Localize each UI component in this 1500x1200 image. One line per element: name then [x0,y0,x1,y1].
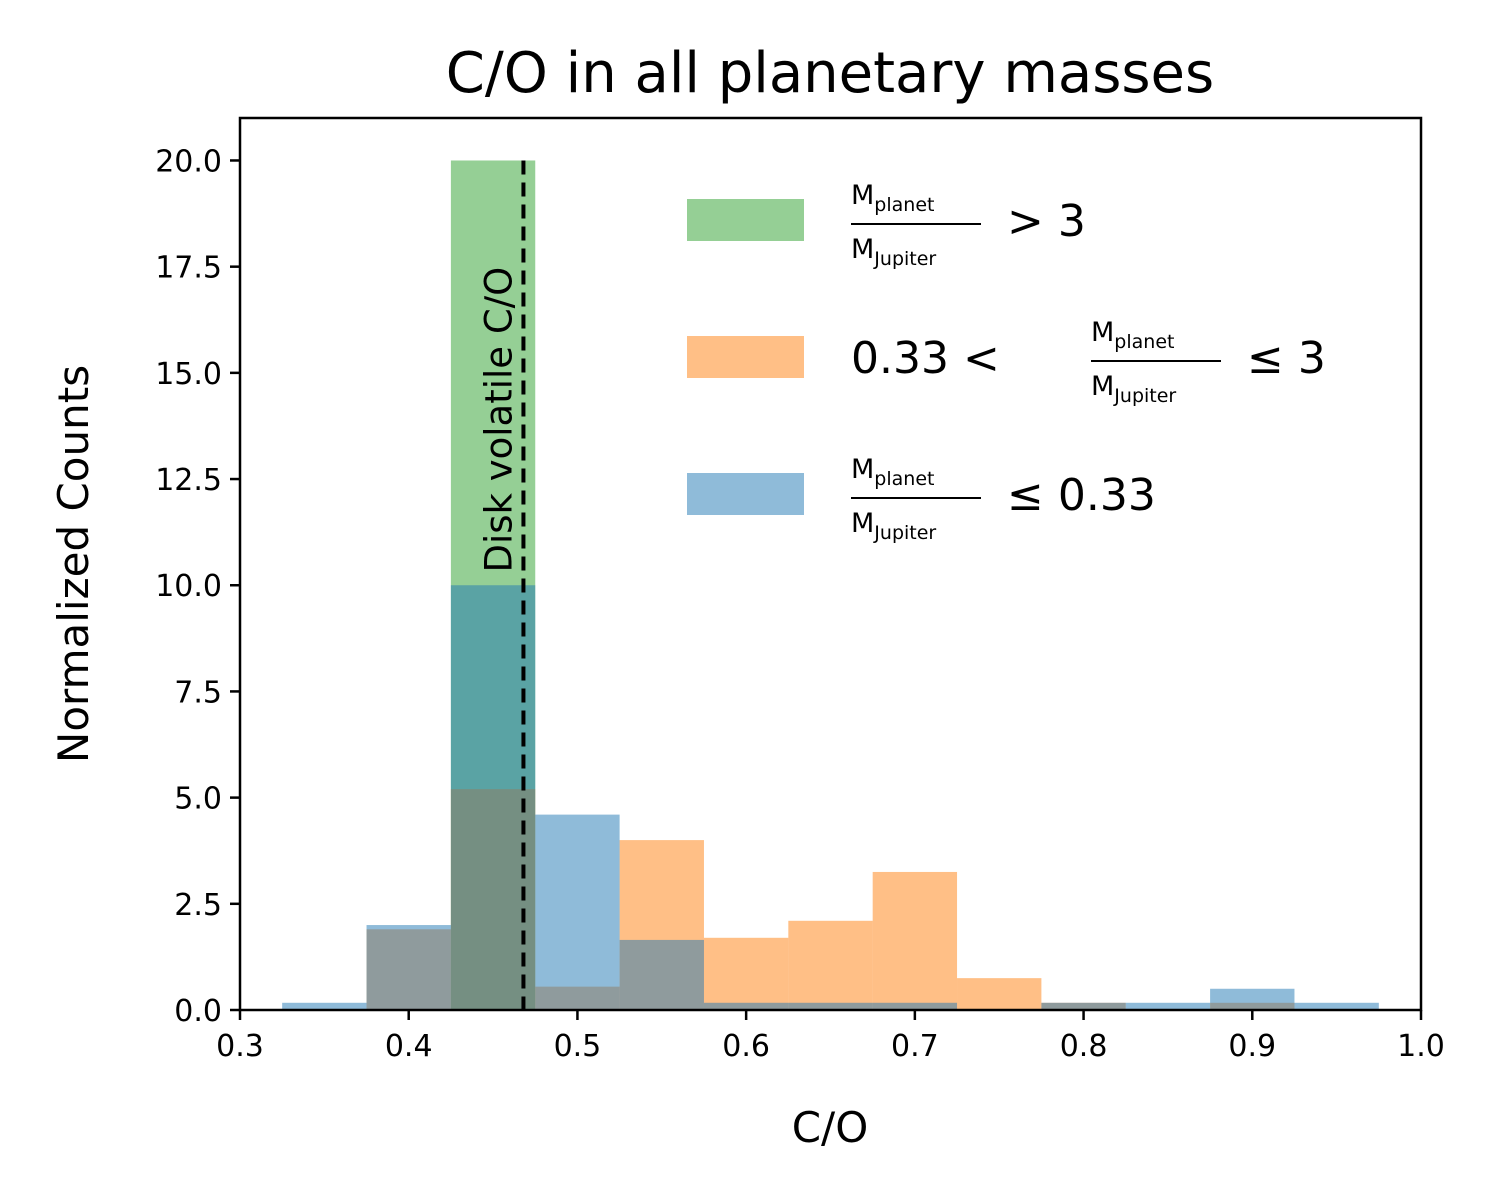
y-axis-label: Normalized Counts [49,365,98,763]
y-tick-label: 17.5 [155,251,222,286]
legend-frac-denominator: MJupiter [851,234,936,270]
bar-series2-bin8 [1041,1002,1126,1010]
x-tick-label: 0.9 [1228,1029,1276,1064]
plot-frame [238,116,1423,1012]
legend-suffix: ≤ 0.33 [1007,470,1156,521]
legend-frac-numerator: Mplanet [851,454,934,490]
legend-entry-0: Mplanet MJupiter > 3 [687,180,1086,270]
bar-series2-bin1 [366,925,451,1010]
legend-swatch [687,199,804,241]
bar-series1-bin6 [872,871,958,1010]
bar-series2-bin10 [1210,988,1295,1010]
legend-swatch [687,336,804,378]
legend-suffix: > 3 [1007,196,1086,247]
bar-series2-bin3 [535,814,620,1010]
legend-swatch [687,473,804,515]
bar-series2-bin4 [619,939,704,1010]
y-tick-label: 10.0 [155,569,222,604]
y-tick-label: 20.0 [155,144,222,179]
legend-suffix: ≤ 3 [1247,333,1326,384]
bar-series2-bin0 [282,1002,367,1010]
legend-frac-numerator: Mplanet [1091,317,1174,353]
legend-prefix: 0.33 < [851,333,1000,384]
x-axis-ticks: 0.3 0.4 0.5 0.6 0.7 0.8 0.9 1.0 [216,1010,1445,1064]
y-axis-ticks: 0.0 2.5 5.0 7.5 10.0 12.5 15.0 17.5 20.0 [155,144,240,1029]
x-tick-label: 0.7 [891,1029,939,1064]
y-tick-label: 5.0 [174,782,222,817]
x-axis-label: C/O [792,1103,869,1152]
bar-series2-bin5 [703,1002,789,1010]
legend-entry-2: Mplanet MJupiter ≤ 0.33 [687,454,1156,544]
legend-entry-1: 0.33 < Mplanet MJupiter ≤ 3 [687,317,1326,407]
y-tick-label: 2.5 [174,888,222,923]
y-tick-label: 12.5 [155,463,222,498]
y-tick-label: 7.5 [174,675,222,710]
x-tick-label: 0.4 [385,1029,433,1064]
legend-frac-denominator: MJupiter [1091,371,1176,407]
y-tick-label: 15.0 [155,357,222,392]
disk-volatile-label: Disk volatile C/O [477,267,520,573]
x-tick-label: 1.0 [1397,1029,1445,1064]
bar-series2-bin9 [1125,1002,1211,1010]
legend-frac-numerator: Mplanet [851,180,934,216]
x-tick-label: 0.6 [722,1029,770,1064]
histogram-bars [282,160,1379,1010]
bar-series2-bin6 [788,1002,873,1010]
x-tick-label: 0.8 [1060,1029,1108,1064]
bar-series1-bin5 [788,920,873,1010]
legend-frac-denominator: MJupiter [851,508,936,544]
legend: Mplanet MJupiter > 3 0.33 < Mplanet MJupiter ≤… [687,180,1326,544]
bar-series2-bin11 [1294,1002,1379,1010]
bar-series1-bin7 [957,978,1042,1010]
bar-series2-bin2 [450,585,536,1010]
bar-series1-bin4 [703,937,789,1010]
chart-title: C/O in all planetary masses [446,41,1214,106]
x-tick-label: 0.3 [216,1029,264,1064]
bar-series2-bin7 [872,1002,958,1010]
y-tick-label: 0.0 [174,994,222,1029]
x-tick-label: 0.5 [554,1029,602,1064]
